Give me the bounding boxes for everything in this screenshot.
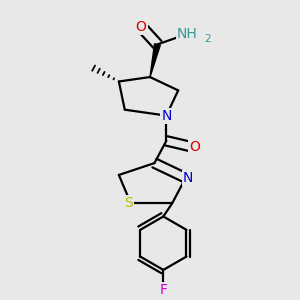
Text: N: N [161,109,172,123]
Text: S: S [124,196,133,210]
Text: O: O [136,20,146,34]
Text: N: N [183,171,193,185]
Text: 2: 2 [204,34,211,44]
Text: F: F [159,283,167,297]
Text: NH: NH [177,27,197,41]
Polygon shape [150,44,160,77]
Text: O: O [189,140,200,154]
